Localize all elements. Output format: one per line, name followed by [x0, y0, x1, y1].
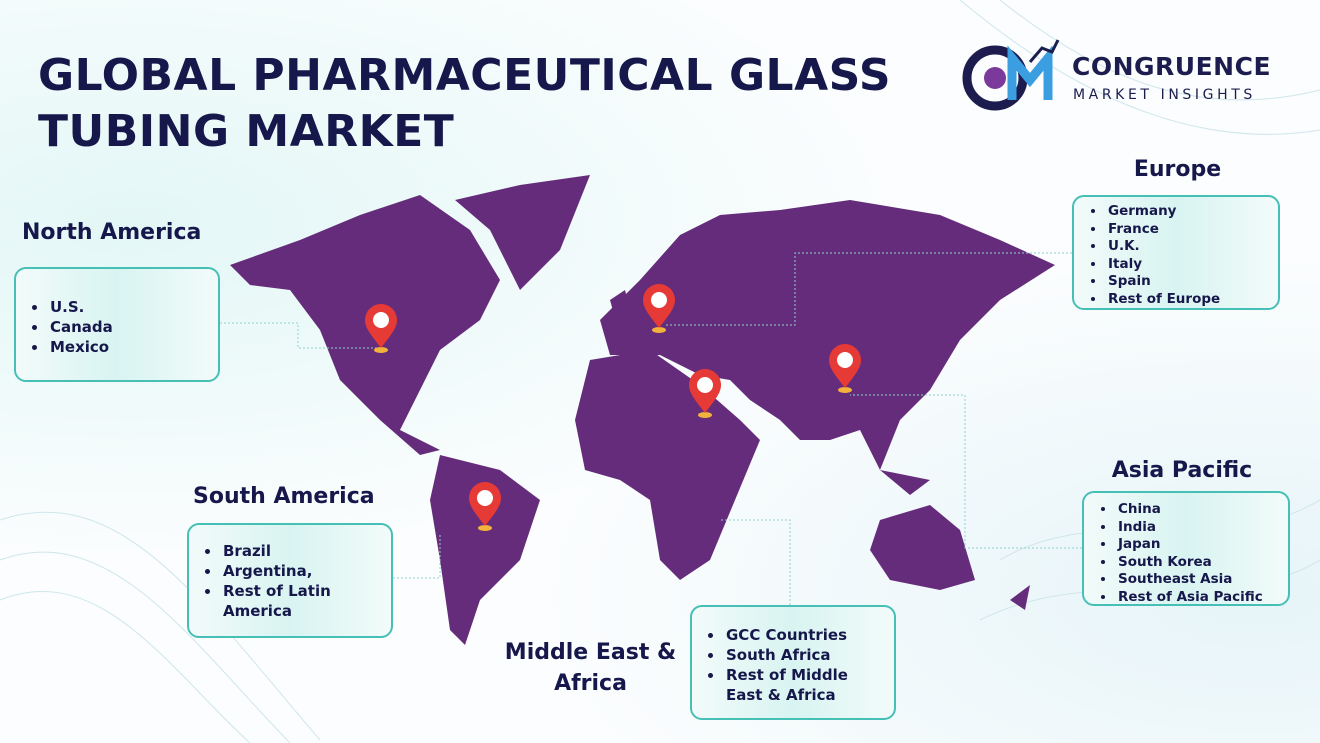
country-item: Rest of Middle East & Africa — [724, 665, 880, 705]
country-list: GCC CountriesSouth AfricaRest of Middle … — [692, 625, 880, 705]
country-item: U.S. — [48, 297, 204, 317]
country-item: Rest of Europe — [1106, 291, 1264, 309]
country-item: Germany — [1106, 203, 1264, 221]
country-item: South Africa — [724, 645, 880, 665]
country-item: Argentina, — [221, 561, 377, 581]
country-item: GCC Countries — [724, 625, 880, 645]
region-heading: North America — [22, 220, 202, 245]
country-item: Spain — [1106, 273, 1264, 291]
country-item: Italy — [1106, 256, 1264, 274]
continents — [230, 175, 1055, 645]
country-item: Southeast Asia — [1116, 571, 1274, 589]
country-item: Canada — [48, 317, 204, 337]
region-box: U.S.CanadaMexico — [14, 267, 220, 382]
region-heading: Europe — [1133, 157, 1222, 182]
country-item: Rest of Latin America — [221, 581, 377, 621]
country-item: Rest of Asia Pacific — [1116, 589, 1274, 607]
logo-name: CONGRUENCE — [1072, 52, 1272, 81]
country-item: France — [1106, 221, 1264, 239]
title: GLOBAL PHARMACEUTICAL GLASS TUBING MARKE… — [38, 48, 891, 160]
region-heading: Middle East & Africa — [504, 640, 677, 696]
connectors — [220, 252, 1082, 605]
logo-tagline: MARKET INSIGHTS — [1073, 87, 1256, 103]
country-item: Mexico — [48, 337, 204, 357]
region-heading: South America — [193, 484, 375, 509]
country-item: South Korea — [1116, 554, 1274, 572]
country-list: BrazilArgentina,Rest of Latin America — [189, 541, 377, 621]
title-line: GLOBAL PHARMACEUTICAL GLASS — [38, 50, 892, 101]
pins — [365, 284, 861, 531]
title-line: TUBING MARKET — [38, 106, 455, 157]
country-item: China — [1116, 501, 1274, 519]
region-box: GermanyFranceU.K.ItalySpainRest of Europ… — [1072, 195, 1280, 310]
logo-icon — [962, 39, 1060, 111]
country-item: India — [1116, 519, 1274, 537]
region-box: BrazilArgentina,Rest of Latin America — [187, 523, 393, 638]
country-list: GermanyFranceU.K.ItalySpainRest of Europ… — [1074, 203, 1264, 308]
country-item: Japan — [1116, 536, 1274, 554]
region-box: GCC CountriesSouth AfricaRest of Middle … — [690, 605, 896, 720]
region-box: ChinaIndiaJapanSouth KoreaSoutheast Asia… — [1082, 491, 1290, 606]
country-item: Brazil — [221, 541, 377, 561]
region-heading: Asia Pacific — [1111, 458, 1253, 483]
country-list: U.S.CanadaMexico — [16, 297, 204, 357]
country-item: U.K. — [1106, 238, 1264, 256]
country-list: ChinaIndiaJapanSouth KoreaSoutheast Asia… — [1084, 501, 1274, 606]
